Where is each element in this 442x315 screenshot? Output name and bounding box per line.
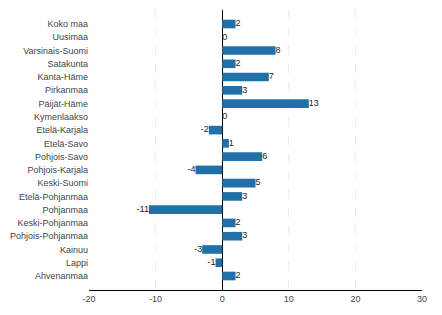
svg-text:30: 30 bbox=[417, 294, 427, 304]
svg-text:Etelä-Pohjanmaa: Etelä-Pohjanmaa bbox=[19, 192, 88, 202]
svg-text:6: 6 bbox=[262, 151, 267, 161]
svg-text:Pirkanmaa: Pirkanmaa bbox=[45, 85, 88, 95]
svg-text:Kanta-Häme: Kanta-Häme bbox=[37, 72, 88, 82]
svg-text:10: 10 bbox=[284, 294, 294, 304]
svg-text:-2: -2 bbox=[201, 124, 209, 134]
svg-text:2: 2 bbox=[236, 270, 241, 280]
svg-text:2: 2 bbox=[236, 217, 241, 227]
svg-text:2: 2 bbox=[236, 18, 241, 28]
svg-text:-3: -3 bbox=[194, 244, 202, 254]
svg-text:-4: -4 bbox=[188, 164, 196, 174]
svg-text:Etelä-Karjala: Etelä-Karjala bbox=[36, 125, 88, 135]
svg-text:3: 3 bbox=[242, 85, 247, 95]
svg-text:7: 7 bbox=[269, 71, 274, 81]
svg-text:Pohjois-Karjala: Pohjois-Karjala bbox=[27, 165, 88, 175]
svg-text:13: 13 bbox=[309, 98, 319, 108]
svg-text:2: 2 bbox=[236, 58, 241, 68]
svg-text:Päijät-Häme: Päijät-Häme bbox=[38, 99, 88, 109]
svg-text:Kymenlaakso: Kymenlaakso bbox=[34, 112, 88, 122]
svg-text:3: 3 bbox=[242, 230, 247, 240]
svg-text:-1: -1 bbox=[208, 257, 216, 267]
svg-text:Varsinais-Suomi: Varsinais-Suomi bbox=[23, 46, 88, 56]
svg-text:Pohjois-Savo: Pohjois-Savo bbox=[35, 152, 88, 162]
svg-text:20: 20 bbox=[350, 294, 360, 304]
svg-text:0: 0 bbox=[222, 111, 227, 121]
svg-text:1: 1 bbox=[229, 138, 234, 148]
svg-text:0: 0 bbox=[220, 294, 225, 304]
svg-text:-10: -10 bbox=[149, 294, 162, 304]
svg-text:5: 5 bbox=[256, 177, 261, 187]
svg-text:-20: -20 bbox=[82, 294, 95, 304]
svg-text:Keski-Suomi: Keski-Suomi bbox=[37, 178, 88, 188]
svg-text:Ahvenanmaa: Ahvenanmaa bbox=[35, 271, 88, 281]
svg-text:Pohjois-Pohjanmaa: Pohjois-Pohjanmaa bbox=[10, 231, 88, 241]
svg-text:Lappi: Lappi bbox=[66, 258, 88, 268]
svg-text:8: 8 bbox=[275, 45, 280, 55]
svg-text:Etelä-Savo: Etelä-Savo bbox=[44, 139, 88, 149]
svg-text:Satakunta: Satakunta bbox=[47, 59, 88, 69]
svg-text:Kainuu: Kainuu bbox=[60, 245, 88, 255]
svg-text:3: 3 bbox=[242, 191, 247, 201]
svg-text:Uusimaa: Uusimaa bbox=[52, 32, 88, 42]
svg-text:0: 0 bbox=[222, 32, 227, 42]
svg-text:Pohjanmaa: Pohjanmaa bbox=[42, 205, 88, 215]
svg-text:Keski-Pohjanmaa: Keski-Pohjanmaa bbox=[17, 218, 88, 228]
svg-text:Koko maa: Koko maa bbox=[47, 19, 88, 29]
svg-text:-11: -11 bbox=[137, 204, 149, 214]
